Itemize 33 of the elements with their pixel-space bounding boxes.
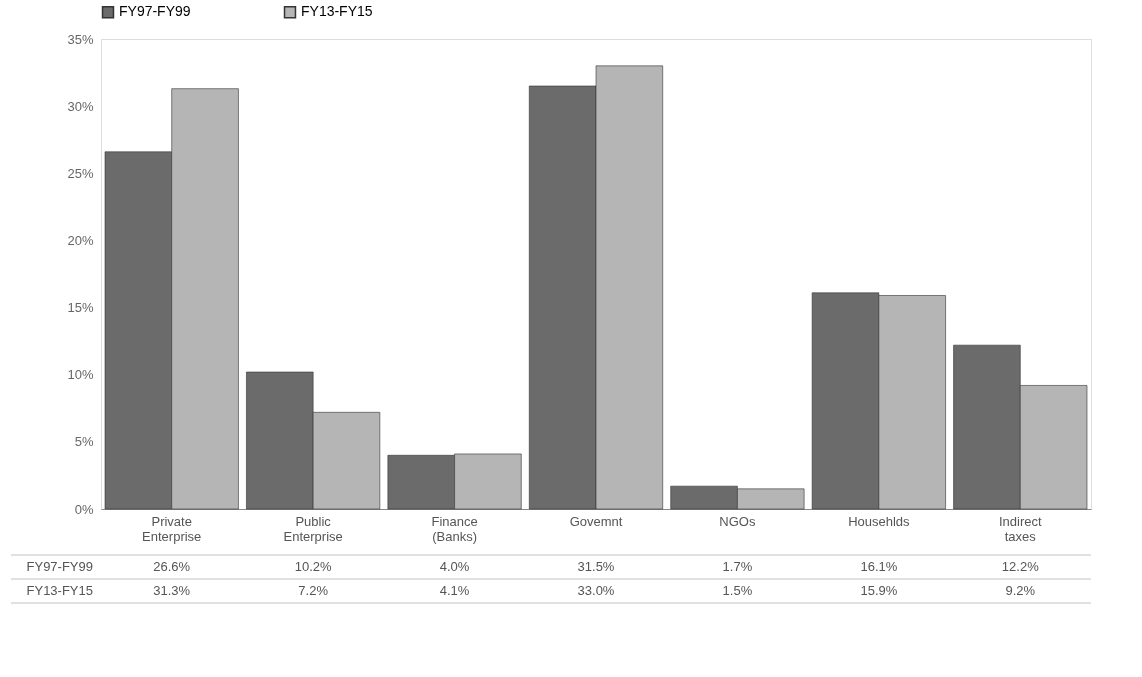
- data-label: 33.0%: [577, 583, 615, 598]
- text: FY97-FY99: [26, 559, 93, 574]
- x-tick-label: Indirect taxes: [998, 513, 1042, 544]
- y-tick-label: 35%: [67, 31, 94, 47]
- y-tick-label: 0%: [74, 501, 94, 517]
- data-label: 16.1%: [860, 559, 898, 574]
- text: FY13-FY15: [26, 583, 93, 598]
- data-label: 31.5%: [577, 559, 615, 574]
- data-label: 12.2%: [1001, 559, 1040, 574]
- data-label: 31.3%: [153, 583, 191, 598]
- x-tick-label: Govemnt: [569, 513, 623, 529]
- x-tick-label: Finance (Banks): [431, 513, 478, 544]
- data-label: 1.7%: [722, 559, 753, 574]
- y-tick-label: 10%: [67, 367, 94, 383]
- data-label: 7.2%: [298, 583, 329, 598]
- data-label: 9.2%: [1005, 583, 1036, 598]
- x-tick-label: Public Enterprise: [283, 513, 343, 544]
- y-tick-label: 25%: [67, 165, 94, 181]
- data-label: 1.5%: [722, 583, 753, 598]
- x-tick-label: Househlds: [848, 513, 911, 529]
- data-label: 10.2%: [294, 559, 333, 574]
- y-tick-label: 5%: [74, 434, 94, 450]
- y-tick-label: 30%: [67, 98, 94, 114]
- legend-label: FY97-FY99: [119, 3, 191, 20]
- data-label: 4.0%: [439, 559, 470, 574]
- y-tick-label: 20%: [67, 232, 94, 248]
- data-label: 15.9%: [860, 583, 898, 598]
- data-label: 4.1%: [439, 583, 470, 598]
- y-tick-label: 15%: [67, 300, 94, 316]
- data-label: 26.6%: [153, 559, 191, 574]
- legend-label: FY13-FY15: [301, 3, 373, 20]
- x-tick-label: Private Enterprise: [142, 513, 202, 544]
- x-tick-label: NGOs: [719, 513, 756, 529]
